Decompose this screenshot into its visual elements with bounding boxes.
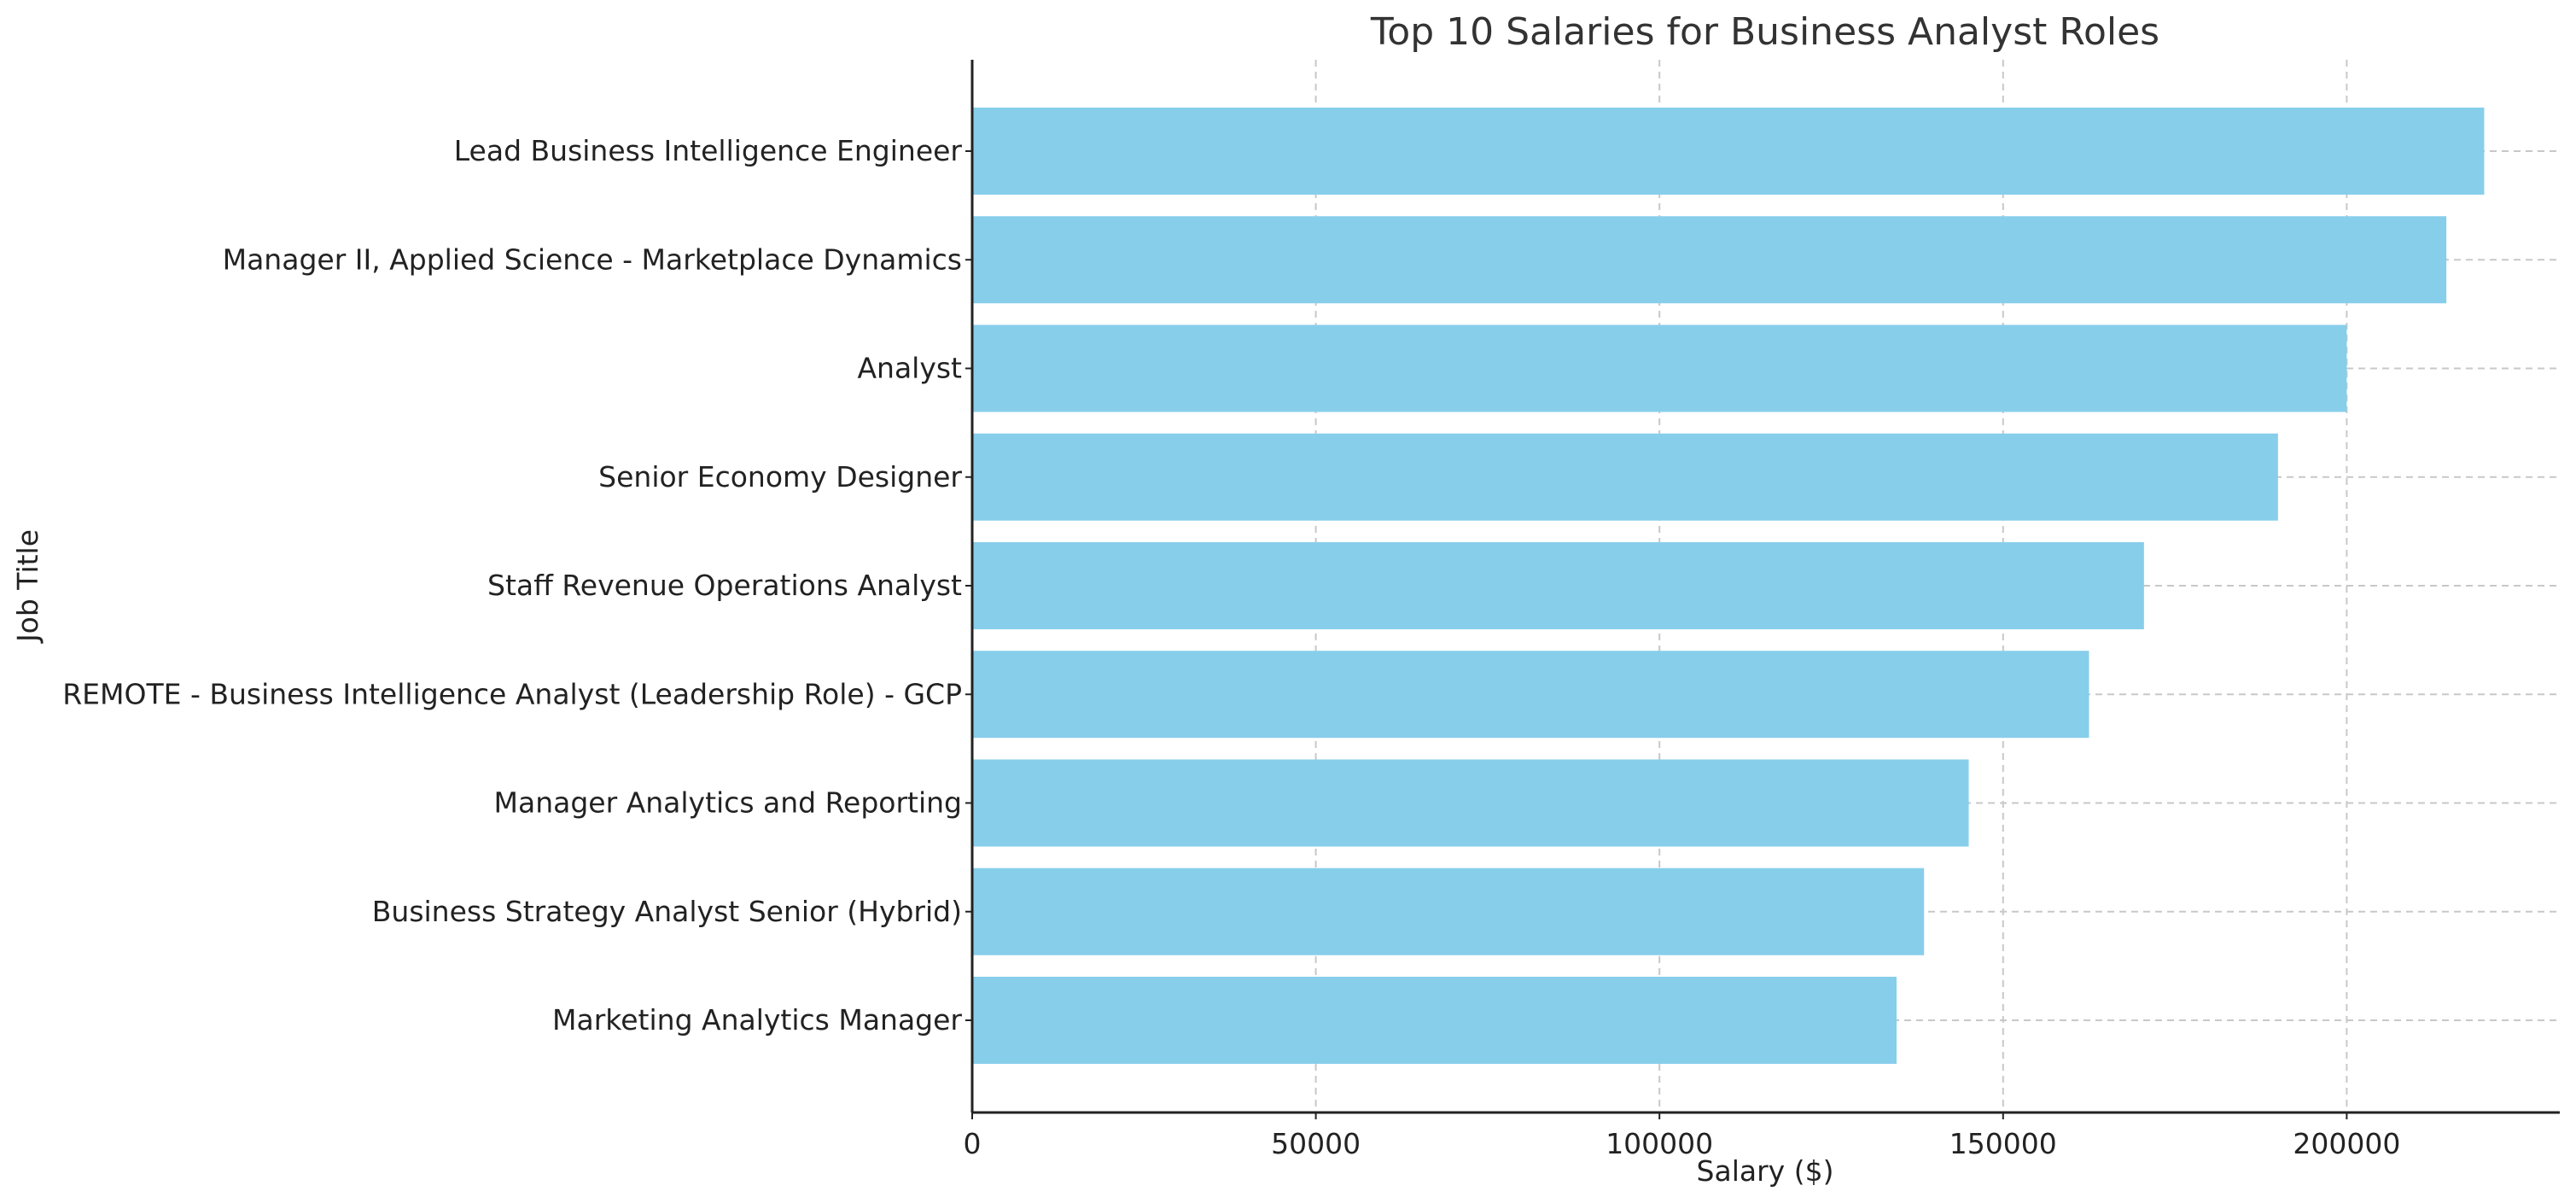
category-label: Marketing Analytics Manager [552,1003,962,1037]
category-label: Staff Revenue Operations Analyst [487,569,962,602]
salary-bar [972,324,2347,412]
salary-bar [972,651,2089,739]
chart-title: Top 10 Salaries for Business Analyst Rol… [1370,10,2159,54]
salary-bar [972,108,2485,195]
x-tick-label: 200000 [2293,1127,2400,1160]
category-label: Senior Economy Designer [598,460,962,493]
y-axis-title: Job Title [11,529,44,644]
x-tick-label: 100000 [1606,1127,1713,1160]
category-label: Analyst [857,352,962,385]
x-tick-label: 0 [964,1127,982,1160]
x-axis-title: Salary ($) [1697,1154,1834,1188]
category-label: Manager Analytics and Reporting [494,786,962,820]
salary-bar [972,867,1925,955]
category-label: Lead Business Intelligence Engineer [454,134,963,167]
bars-layer [972,108,2485,1064]
salary-bar [972,216,2447,304]
category-label: Manager II, Applied Science - Marketplac… [223,242,962,276]
category-label: Business Strategy Analyst Senior (Hybrid… [372,895,962,928]
x-tick-label: 50000 [1271,1127,1361,1160]
salary-bar [972,977,1897,1064]
x-tick-labels: 0 50000 100000 150000 200000 [964,1112,2400,1160]
salary-bar [972,759,1969,847]
salary-bar [972,433,2278,521]
x-tick-label: 150000 [1949,1127,2057,1160]
category-labels: Lead Business Intelligence Engineer Manag… [62,134,972,1037]
salary-bar [972,542,2144,629]
category-label: REMOTE - Business Intelligence Analyst (… [62,677,962,710]
